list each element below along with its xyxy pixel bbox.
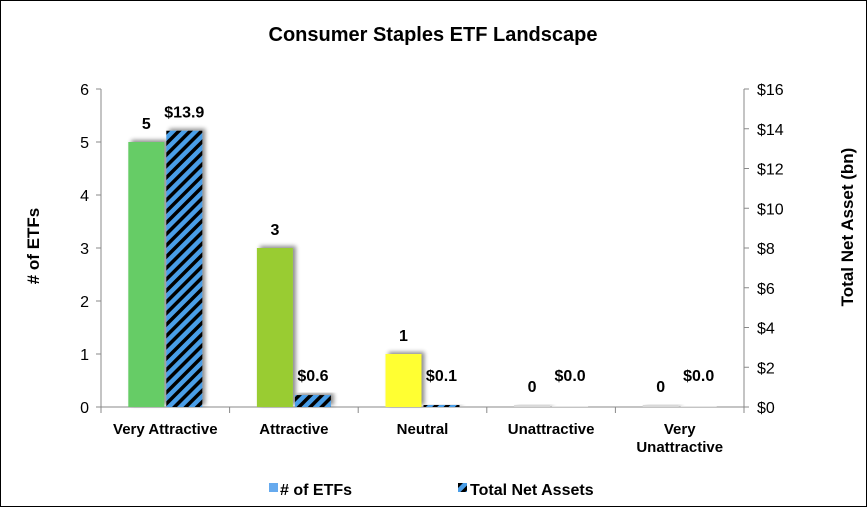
data-labels: 5 $13.9 3 $0.6 1 $0.1 0 $0.0 0 $0.0	[142, 105, 715, 396]
right-tick-label: $16	[757, 82, 784, 99]
bar-etf-count	[256, 248, 293, 407]
left-tick-label: 6	[80, 82, 89, 99]
right-tick-label: $4	[757, 321, 775, 338]
bar-net-assets	[294, 395, 331, 407]
right-tick-label: $2	[757, 360, 775, 377]
category-axis: Very Attractive Attractive Neutral Unattrac…	[100, 407, 745, 456]
data-label-net-assets: $0.0	[555, 368, 586, 385]
category-label: Attractive	[259, 421, 328, 438]
left-axis-ticks: 0 1 2 3 4 5 6	[80, 82, 101, 417]
legend-swatch-net-assets	[458, 483, 467, 492]
bar-etf-count	[514, 405, 551, 407]
bar-net-assets	[166, 130, 203, 408]
category-label: Neutral	[397, 421, 449, 438]
category-label: Unattractive	[508, 421, 595, 438]
right-tick-label: $8	[757, 241, 775, 258]
bar-net-assets	[552, 406, 589, 407]
data-label-etf-count: 1	[399, 328, 408, 345]
right-tick-label: $12	[757, 162, 784, 179]
data-label-etf-count: 0	[656, 379, 665, 396]
data-label-net-assets: $0.6	[297, 368, 328, 385]
bar-etf-count	[642, 405, 679, 407]
right-axis-ticks: $0 $2 $4 $6 $8 $10 $12 $14 $16	[744, 82, 784, 417]
left-tick-label: 4	[80, 188, 89, 205]
right-tick-label: $14	[757, 122, 784, 139]
right-tick-label: $0	[757, 400, 775, 417]
left-tick-label: 2	[80, 294, 89, 311]
right-tick-label: $6	[757, 281, 775, 298]
legend-label-net-assets: Total Net Assets	[470, 482, 594, 499]
right-tick-label: $10	[757, 201, 784, 218]
data-label-etf-count: 0	[528, 379, 537, 396]
chart-title: Consumer Staples ETF Landscape	[269, 24, 598, 46]
bars	[128, 130, 717, 408]
bar-net-assets	[423, 405, 460, 407]
data-label-net-assets: $0.1	[426, 368, 457, 385]
left-tick-label: 3	[80, 241, 89, 258]
category-label: Very Attractive	[113, 421, 218, 438]
right-axis-title: Total Net Asset (bn)	[838, 148, 857, 307]
category-label: Unattractive	[636, 439, 723, 456]
data-label-net-assets: $13.9	[164, 105, 204, 122]
bar-net-assets	[680, 406, 717, 407]
bar-etf-count	[385, 354, 422, 407]
data-label-etf-count: 5	[142, 116, 151, 133]
left-tick-label: 0	[80, 400, 89, 417]
left-tick-label: 5	[80, 135, 89, 152]
data-label-etf-count: 3	[270, 222, 279, 239]
legend-label-etfs: # of ETFs	[280, 482, 352, 499]
legend-swatch-etfs	[269, 483, 278, 492]
left-tick-label: 1	[80, 347, 89, 364]
bar-etf-count	[128, 142, 165, 407]
legend: # of ETFs Total Net Assets	[269, 482, 594, 499]
category-label: Very	[664, 421, 696, 438]
left-axis-title: # of ETFs	[24, 208, 43, 285]
data-label-net-assets: $0.0	[683, 368, 714, 385]
